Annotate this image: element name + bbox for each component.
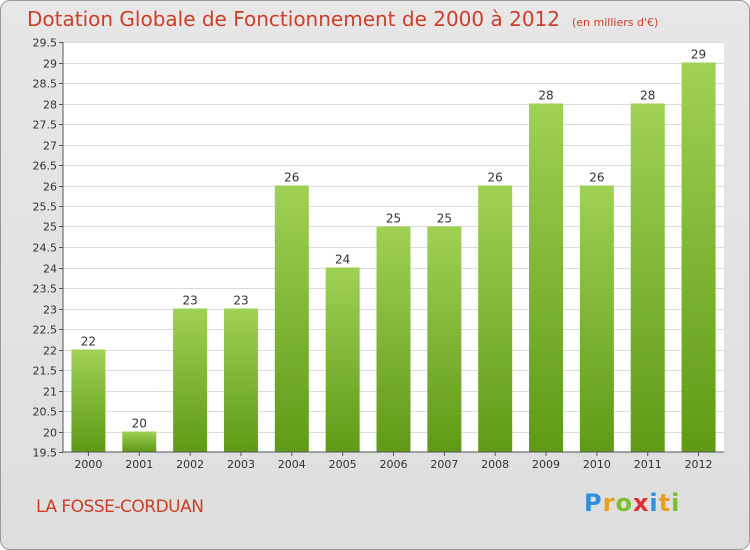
- x-tick-label: 2011: [634, 458, 662, 471]
- place-name: LA FOSSE-CORDUAN: [36, 497, 204, 517]
- logo-letter: i: [671, 489, 681, 517]
- y-tick-label: 29.5: [33, 37, 58, 50]
- bar: [630, 103, 665, 452]
- bar-value-label: 23: [233, 294, 248, 308]
- chart-title-text: Dotation Globale de Fonctionnement de 20…: [27, 7, 560, 31]
- chart-subtitle: (en milliers d'€): [572, 16, 659, 29]
- y-tick-label: 21: [43, 386, 57, 399]
- bar: [223, 308, 258, 452]
- x-tick-label: 2010: [583, 458, 611, 471]
- x-axis-ticks: 2000 2001 2002 2003 2004 2005 2006 2007 2008 2009…: [74, 452, 713, 471]
- logo-letter: t: [658, 489, 672, 517]
- x-tick-label: 2003: [227, 458, 255, 471]
- chart-title: Dotation Globale de Fonctionnement de 20…: [27, 7, 658, 31]
- bar: [478, 185, 513, 452]
- bar-value-label: 25: [386, 212, 401, 226]
- y-tick-label: 19.5: [33, 447, 58, 460]
- bar: [376, 226, 411, 452]
- bar-value-label: 28: [640, 89, 655, 103]
- y-tick-label: 23: [43, 304, 57, 317]
- y-tick-label: 20: [43, 427, 57, 440]
- logo-letter: P: [584, 489, 603, 517]
- x-tick-label: 2006: [380, 458, 408, 471]
- logo-letter: x: [632, 489, 650, 517]
- bar: [122, 431, 157, 452]
- value-labels: 22 20 23 23 26 24 25 25 26 28 26 28 29: [81, 48, 706, 431]
- x-tick-label: 2001: [125, 458, 153, 471]
- bar: [529, 103, 564, 452]
- x-tick-label: 2007: [430, 458, 458, 471]
- x-tick-label: 2008: [481, 458, 509, 471]
- y-axis-ticks: 19.5 20 20.5 21 21.5 22 22.5 23 23.5 24 24.5 25 25.5…: [33, 37, 63, 460]
- y-tick-label: 22: [43, 345, 57, 358]
- bar: [579, 185, 614, 452]
- y-tick-label: 25: [43, 221, 57, 234]
- y-tick-label: 22.5: [33, 324, 58, 337]
- y-tick-label: 24.5: [33, 242, 58, 255]
- x-tick-label: 2005: [329, 458, 357, 471]
- y-tick-label: 29: [43, 58, 57, 71]
- y-tick-label: 25.5: [33, 201, 58, 214]
- logo-letter: i: [649, 489, 659, 517]
- bar: [427, 226, 462, 452]
- y-tick-label: 28.5: [33, 78, 58, 91]
- proxiti-logo: Proxiti: [584, 489, 680, 517]
- y-tick-label: 24: [43, 263, 57, 276]
- bar: [274, 185, 309, 452]
- y-tick-label: 20.5: [33, 406, 58, 419]
- bar: [173, 308, 208, 452]
- y-tick-label: 27: [43, 140, 57, 153]
- y-tick-label: 26: [43, 181, 57, 194]
- bar: [325, 267, 360, 452]
- y-tick-label: 27.5: [33, 119, 58, 132]
- bar-value-label: 25: [437, 212, 452, 226]
- logo-letter: r: [602, 489, 616, 517]
- bar-value-label: 26: [284, 171, 299, 185]
- x-tick-label: 2009: [532, 458, 560, 471]
- y-tick-label: 23.5: [33, 283, 58, 296]
- x-tick-label: 2004: [278, 458, 306, 471]
- y-tick-label: 26.5: [33, 160, 58, 173]
- logo-letter: o: [615, 489, 633, 517]
- bar-value-label: 26: [488, 171, 503, 185]
- bars: [71, 62, 716, 452]
- bar-value-label: 23: [182, 294, 197, 308]
- x-tick-label: 2000: [74, 458, 102, 471]
- bar-value-label: 29: [691, 48, 706, 62]
- bar-value-label: 24: [335, 253, 350, 267]
- bar-value-label: 26: [589, 171, 604, 185]
- bar: [71, 349, 106, 452]
- bar: [681, 62, 716, 452]
- bar-value-label: 20: [132, 417, 147, 431]
- bar-value-label: 28: [538, 89, 553, 103]
- y-tick-label: 21.5: [33, 365, 58, 378]
- bar-value-label: 22: [81, 335, 96, 349]
- y-tick-label: 28: [43, 99, 57, 112]
- x-tick-label: 2002: [176, 458, 204, 471]
- x-tick-label: 2012: [685, 458, 713, 471]
